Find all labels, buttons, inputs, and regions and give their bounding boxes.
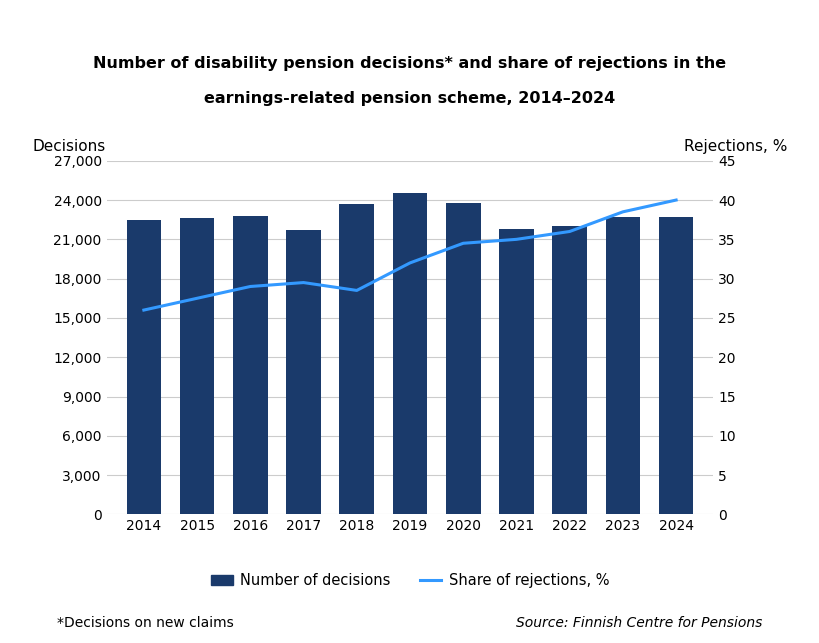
Legend: Number of decisions, Share of rejections, %: Number of decisions, Share of rejections… <box>205 568 614 594</box>
Bar <box>446 203 480 514</box>
Bar <box>286 230 320 514</box>
Bar <box>233 216 267 514</box>
Bar <box>658 217 693 514</box>
Bar <box>552 226 586 514</box>
Text: Source: Finnish Centre for Pensions: Source: Finnish Centre for Pensions <box>516 616 762 630</box>
Text: Number of disability pension decisions* and share of rejections in the: Number of disability pension decisions* … <box>93 56 726 71</box>
Text: earnings-related pension scheme, 2014–2024: earnings-related pension scheme, 2014–20… <box>204 91 615 106</box>
Text: Decisions: Decisions <box>33 140 106 154</box>
Bar <box>605 217 640 514</box>
Text: *Decisions on new claims: *Decisions on new claims <box>57 616 234 630</box>
Bar <box>499 229 533 514</box>
Bar <box>179 219 214 514</box>
Bar <box>126 220 161 514</box>
Bar <box>392 194 427 514</box>
Bar <box>339 204 373 514</box>
Text: Rejections, %: Rejections, % <box>683 140 786 154</box>
